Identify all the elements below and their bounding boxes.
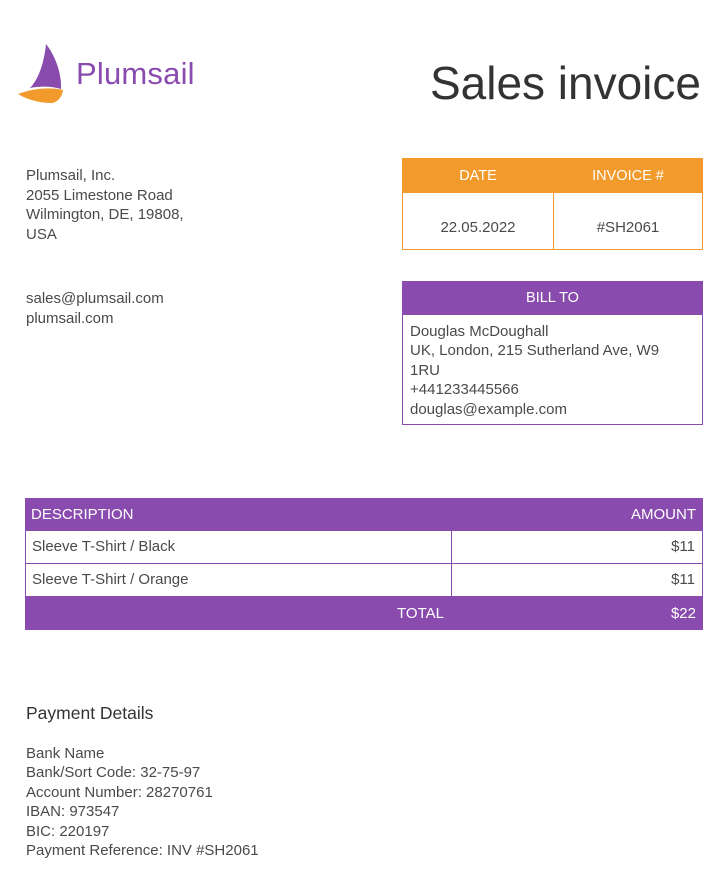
- payment-line: BIC: 220197: [26, 822, 110, 840]
- amount-header: AMOUNT: [631, 506, 696, 523]
- address-line: Wilmington, DE, 19808,: [26, 206, 184, 223]
- bill-to-details: Douglas McDoughall UK, London, 215 Suthe…: [410, 322, 698, 419]
- invoice-meta-box: DATE INVOICE # 22.05.2022 #SH2061: [402, 158, 703, 250]
- table-header-row: DESCRIPTION AMOUNT: [25, 498, 703, 531]
- total-value: $22: [670, 605, 696, 622]
- logo-wordmark: Plumsail: [76, 56, 195, 91]
- bill-to-address: 1RU: [410, 361, 441, 379]
- document-title: Sales invoice: [429, 57, 701, 109]
- address-line: Plumsail, Inc.: [26, 167, 116, 184]
- company-contact: sales@plumsail.com plumsail.com: [26, 289, 164, 328]
- table-row: Sleeve T-Shirt / Black $11: [25, 531, 703, 564]
- payment-line: Bank/Sort Code: 32-75-97: [26, 764, 201, 782]
- item-amount: $11: [671, 571, 695, 588]
- payment-line: Account Number: 28270761: [26, 783, 213, 801]
- bill-to-address: UK, London, 215 Sutherland Ave, W9: [410, 342, 660, 360]
- table-total-row: TOTAL $22: [25, 597, 703, 630]
- description-header: DESCRIPTION: [31, 506, 134, 523]
- date-value: 22.05.2022: [440, 219, 516, 236]
- sail-icon: [18, 44, 63, 103]
- invoice-number-value: #SH2061: [596, 219, 660, 236]
- payment-line: IBAN: 973547: [26, 803, 120, 821]
- address-line: USA: [26, 225, 57, 243]
- company-email: sales@plumsail.com: [26, 290, 164, 307]
- item-amount: $11: [671, 538, 695, 555]
- item-description: Sleeve T-Shirt / Black: [32, 538, 176, 555]
- company-logo: Plumsail: [18, 42, 208, 106]
- bill-to-phone: +441233445566: [410, 381, 519, 399]
- payment-details-heading: Payment Details: [26, 703, 154, 723]
- date-label: DATE: [459, 168, 497, 184]
- total-label: TOTAL: [397, 605, 444, 622]
- company-address: Plumsail, Inc. 2055 Limestone Road Wilmi…: [26, 166, 184, 244]
- company-website: plumsail.com: [26, 309, 114, 327]
- column-divider: [553, 193, 554, 250]
- column-divider: [451, 564, 452, 596]
- items-table: DESCRIPTION AMOUNT Sleeve T-Shirt / Blac…: [25, 498, 703, 630]
- column-divider: [451, 531, 452, 563]
- bill-to-name: Douglas McDoughall: [410, 323, 549, 340]
- bill-to-label: BILL TO: [403, 282, 702, 315]
- table-row: Sleeve T-Shirt / Orange $11: [25, 564, 703, 597]
- payment-line: Payment Reference: INV #SH2061: [26, 842, 259, 860]
- bill-to-box: BILL TO Douglas McDoughall UK, London, 2…: [402, 281, 703, 425]
- payment-details: Bank Name Bank/Sort Code: 32-75-97 Accou…: [26, 744, 259, 860]
- bill-to-email: douglas@example.com: [410, 400, 567, 418]
- invoice-number-label: INVOICE #: [592, 168, 664, 184]
- item-description: Sleeve T-Shirt / Orange: [32, 571, 189, 588]
- payment-line: Bank Name: [26, 745, 105, 762]
- address-line: 2055 Limestone Road: [26, 186, 173, 204]
- invoice-meta-header: [403, 159, 702, 193]
